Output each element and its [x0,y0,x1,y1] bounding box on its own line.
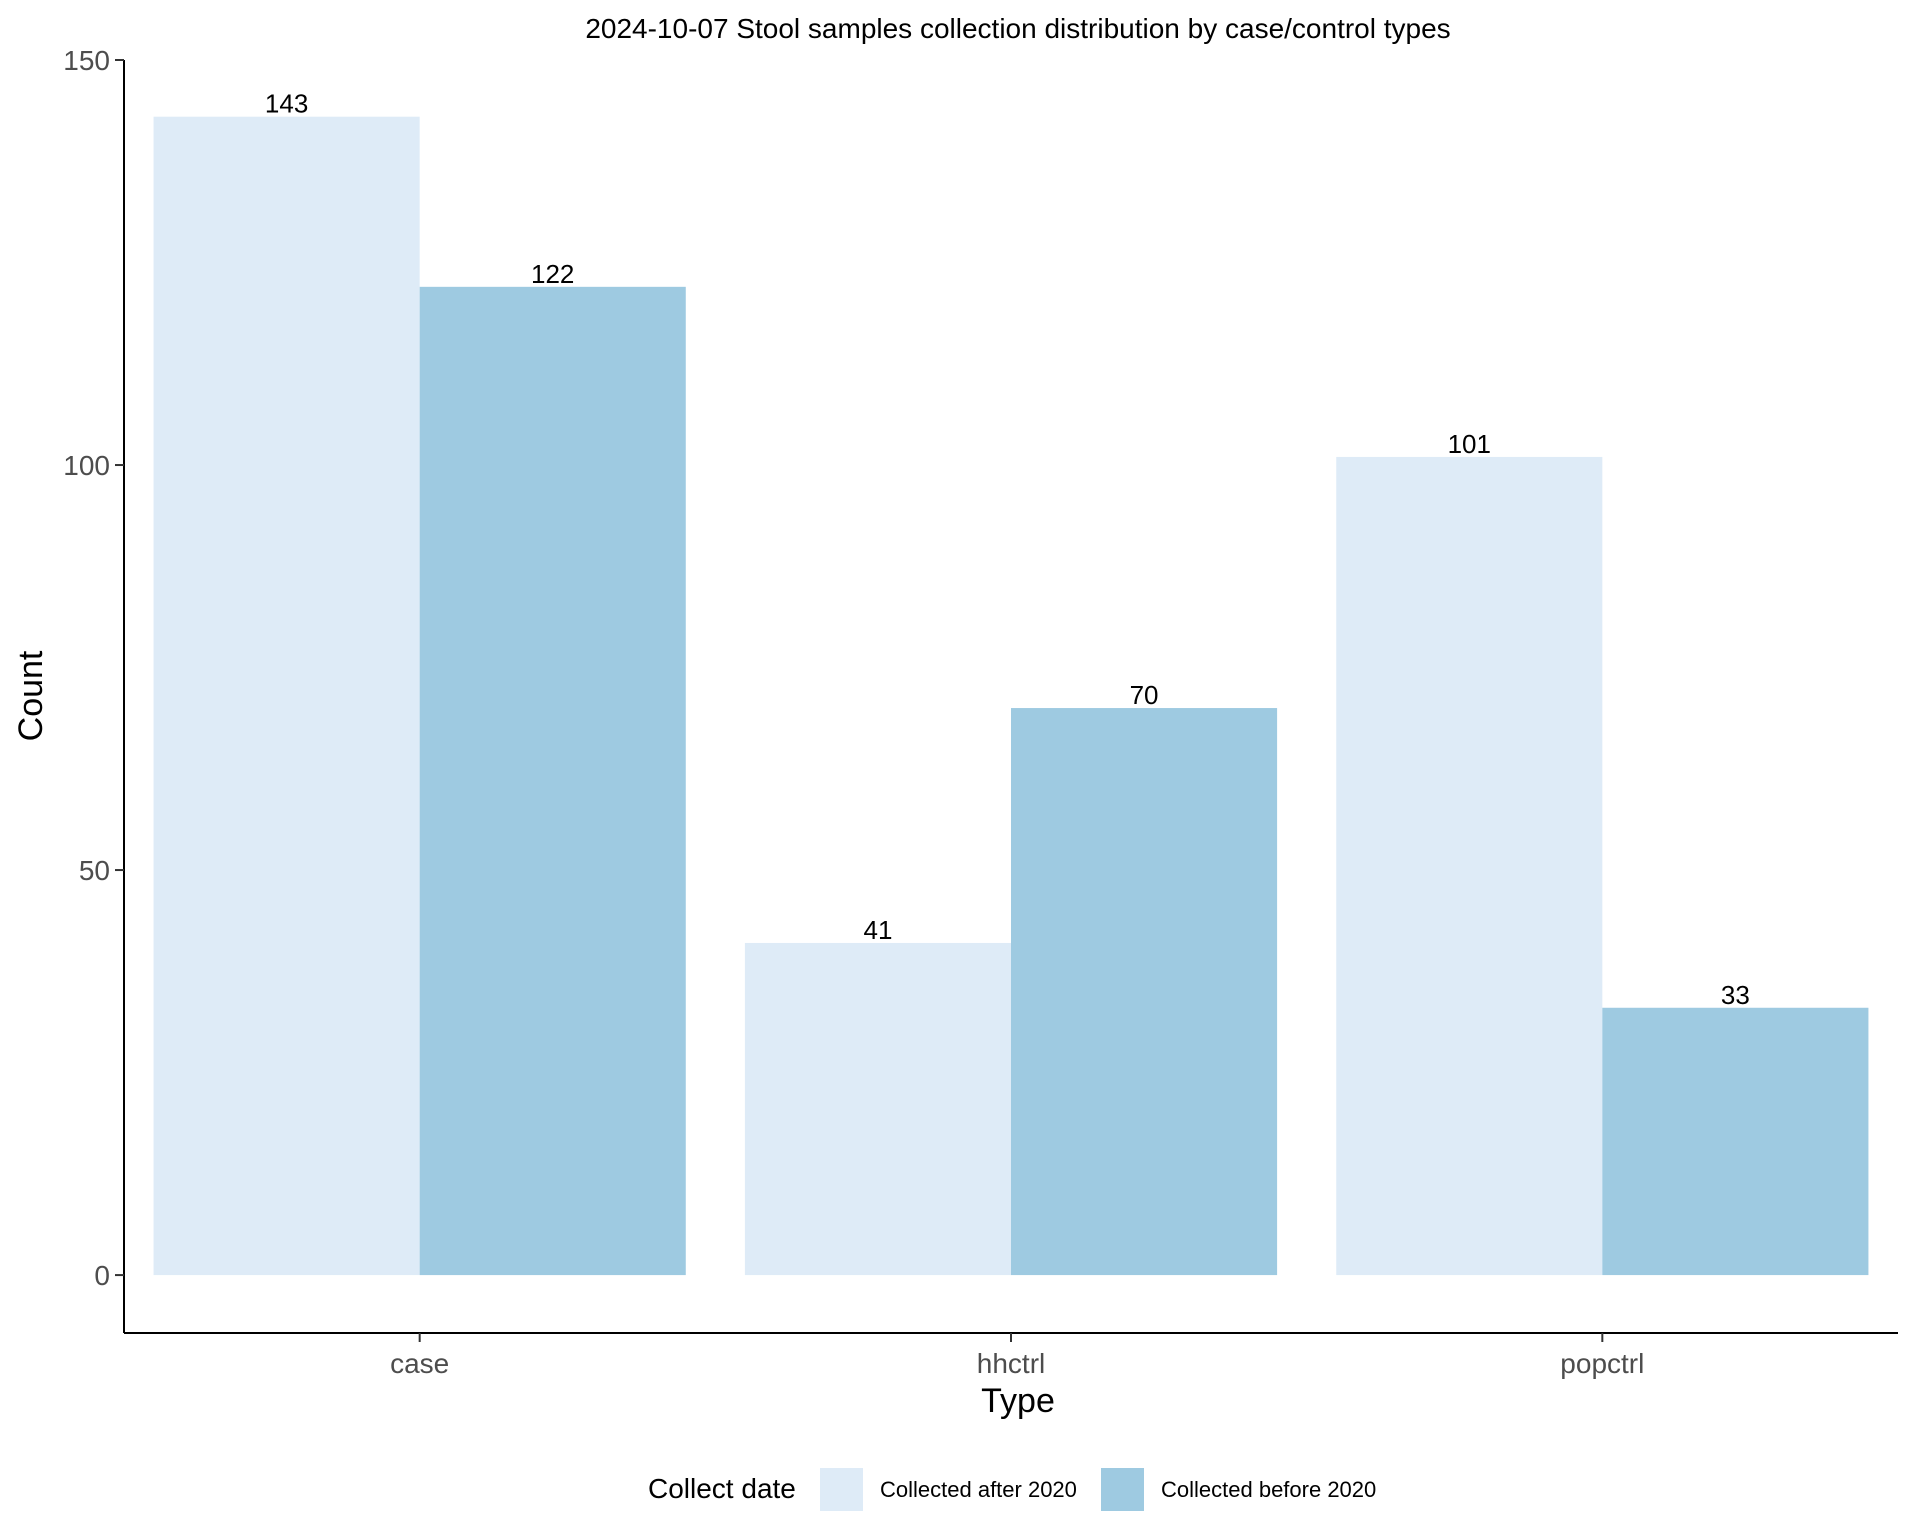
bar-case-series-0 [153,116,420,1276]
data-label-popctrl-series-0: 101 [1448,429,1491,459]
x-tick-label-hhctrl: hhctrl [977,1348,1045,1379]
bar-hhctrl-series-1 [1011,708,1278,1276]
y-axis-title: Count [12,650,50,741]
legend-items: Collected after 2020 Collected before 202… [820,1468,1376,1511]
legend-key-0 [820,1468,863,1511]
y-tick-label: 0 [94,1260,110,1291]
x-axis-title: Type [981,1382,1055,1420]
legend-label-0: Collected after 2020 [880,1477,1077,1502]
bar-popctrl-series-1 [1602,1007,1869,1276]
legend-title: Collect date [648,1473,796,1504]
data-label-popctrl-series-1: 33 [1721,980,1750,1010]
legend: Collect date Collected after 2020 Collect… [648,1468,1376,1511]
x-tick-label-case: case [390,1348,449,1379]
data-labels-layer: 143 122 41 70 101 33 [265,89,1750,1010]
bars-layer [153,116,1869,1276]
bar-popctrl-series-0 [1336,456,1603,1276]
legend-label-1: Collected before 2020 [1161,1477,1376,1502]
y-tick-label: 100 [63,450,110,481]
legend-key-1 [1101,1468,1144,1511]
y-tick-label: 50 [79,855,110,886]
x-tick-label-popctrl: popctrl [1560,1348,1644,1379]
data-label-hhctrl-series-0: 41 [863,915,892,945]
y-tick-label: 150 [63,45,110,76]
bar-hhctrl-series-0 [744,942,1011,1276]
data-label-case-series-0: 143 [265,89,308,119]
data-label-hhctrl-series-1: 70 [1130,680,1159,710]
chart-title: 2024-10-07 Stool samples collection dist… [585,13,1450,44]
data-label-case-series-1: 122 [531,259,574,289]
y-axis-ticks: 0 50 100 150 [63,45,124,1291]
bar-case-series-1 [419,286,686,1276]
x-axis-ticks: case hhctrl popctrl [390,1333,1644,1379]
